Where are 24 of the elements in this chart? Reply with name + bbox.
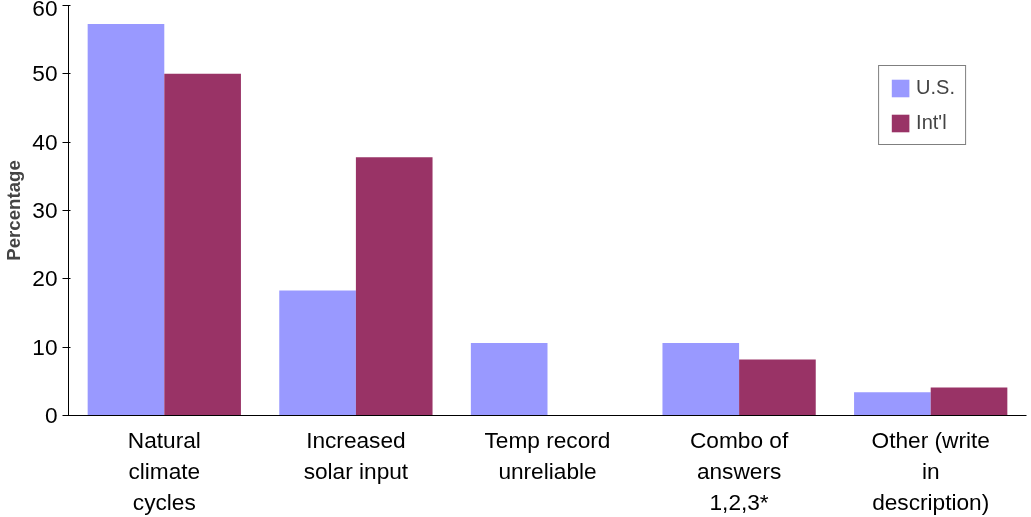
y-tick-label: 60 [32, 0, 58, 21]
y-tick-label: 20 [32, 265, 58, 292]
x-tick-label: Temp record unreliable [484, 426, 611, 484]
bar [739, 359, 816, 416]
legend-label: U.S. [916, 76, 955, 99]
y-tick-label: 10 [32, 333, 58, 360]
y-tick-label: 40 [32, 128, 58, 155]
x-tick-label: Natural climate cycles [127, 426, 201, 515]
bar [87, 23, 165, 416]
x-tick-label: Combo of answers 1,2,3* [689, 426, 789, 515]
bar [279, 290, 356, 416]
bar [470, 343, 548, 416]
legend-label: Int'l [916, 111, 947, 134]
y-tick-label: 30 [32, 197, 58, 223]
bar [164, 73, 241, 416]
bar [662, 343, 740, 416]
y-tick-label: 0 [44, 402, 58, 428]
x-tick-label: Increased solar input [303, 426, 409, 484]
y-axis-title: Percentage [3, 160, 25, 261]
y-tick-label: 50 [32, 60, 58, 87]
x-tick-label: Other (write in description) [871, 426, 990, 515]
bar [854, 392, 931, 416]
bar [930, 387, 1008, 416]
bar [355, 157, 433, 416]
